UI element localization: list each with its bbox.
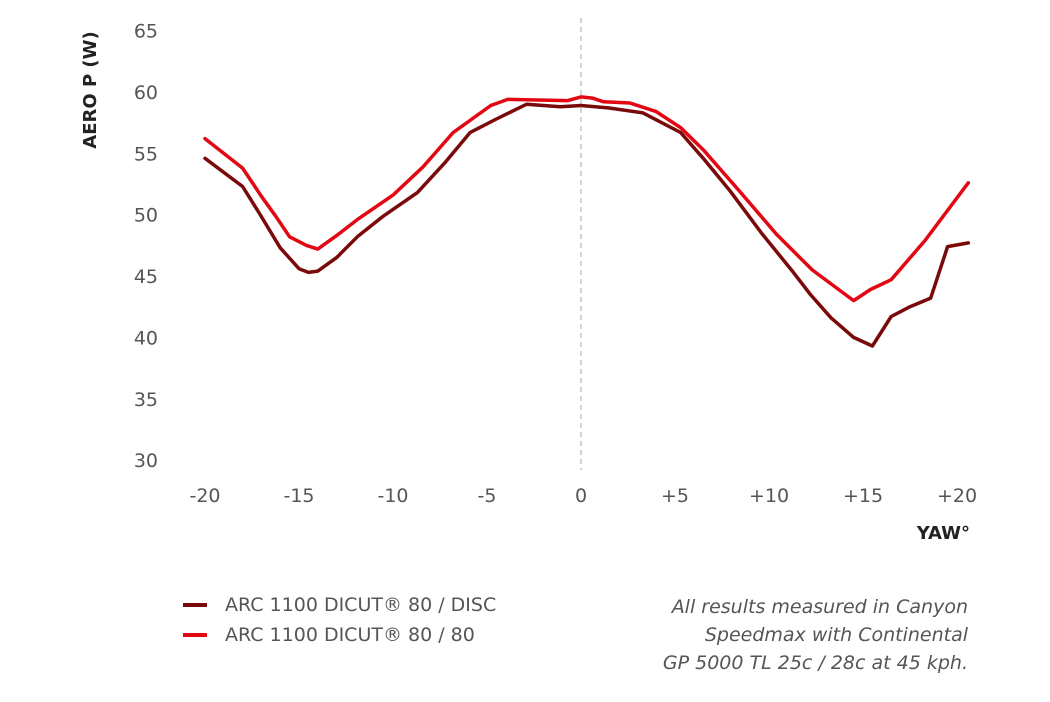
legend-swatch-disc bbox=[183, 603, 207, 607]
y-tick-label: 60 bbox=[134, 82, 158, 104]
x-tick-label: -10 bbox=[377, 485, 408, 507]
series-line-1 bbox=[203, 95, 971, 303]
y-tick-label: 45 bbox=[134, 266, 158, 288]
y-tick-label: 40 bbox=[134, 327, 158, 349]
legend-label-80: ARC 1100 DICUT® 80 / 80 bbox=[225, 624, 475, 646]
y-tick-label: 65 bbox=[134, 21, 158, 43]
x-tick-label: -15 bbox=[283, 485, 314, 507]
legend-item-disc: ARC 1100 DICUT® 80 / DISC bbox=[183, 594, 496, 616]
x-tick-label: -20 bbox=[189, 485, 220, 507]
series-line-0 bbox=[203, 102, 971, 348]
footnote-line: Speedmax with Continental bbox=[704, 624, 968, 646]
x-tick-label: +20 bbox=[937, 485, 977, 507]
legend-item-80: ARC 1100 DICUT® 80 / 80 bbox=[183, 624, 475, 646]
y-axis-label: AERO P (W) bbox=[80, 31, 101, 148]
y-tick-label: 50 bbox=[134, 205, 158, 227]
x-tick-label: -5 bbox=[478, 485, 497, 507]
x-tick-label: 0 bbox=[575, 485, 587, 507]
x-axis-label: YAW° bbox=[916, 523, 970, 544]
x-tick-label: +15 bbox=[843, 485, 883, 507]
footnote: All results measured in Canyon Speedmax … bbox=[663, 593, 968, 677]
y-tick-label: 55 bbox=[134, 143, 158, 165]
x-tick-label: +5 bbox=[661, 485, 689, 507]
footnote-line: GP 5000 TL 25c / 28c at 45 kph. bbox=[662, 652, 968, 674]
legend-label-disc: ARC 1100 DICUT® 80 / DISC bbox=[225, 594, 497, 616]
y-tick-label: 30 bbox=[134, 450, 158, 472]
footnote-line: All results measured in Canyon bbox=[671, 596, 968, 618]
legend-swatch-80 bbox=[183, 633, 207, 637]
x-tick-label: +10 bbox=[749, 485, 789, 507]
y-tick-label: 35 bbox=[134, 389, 158, 411]
